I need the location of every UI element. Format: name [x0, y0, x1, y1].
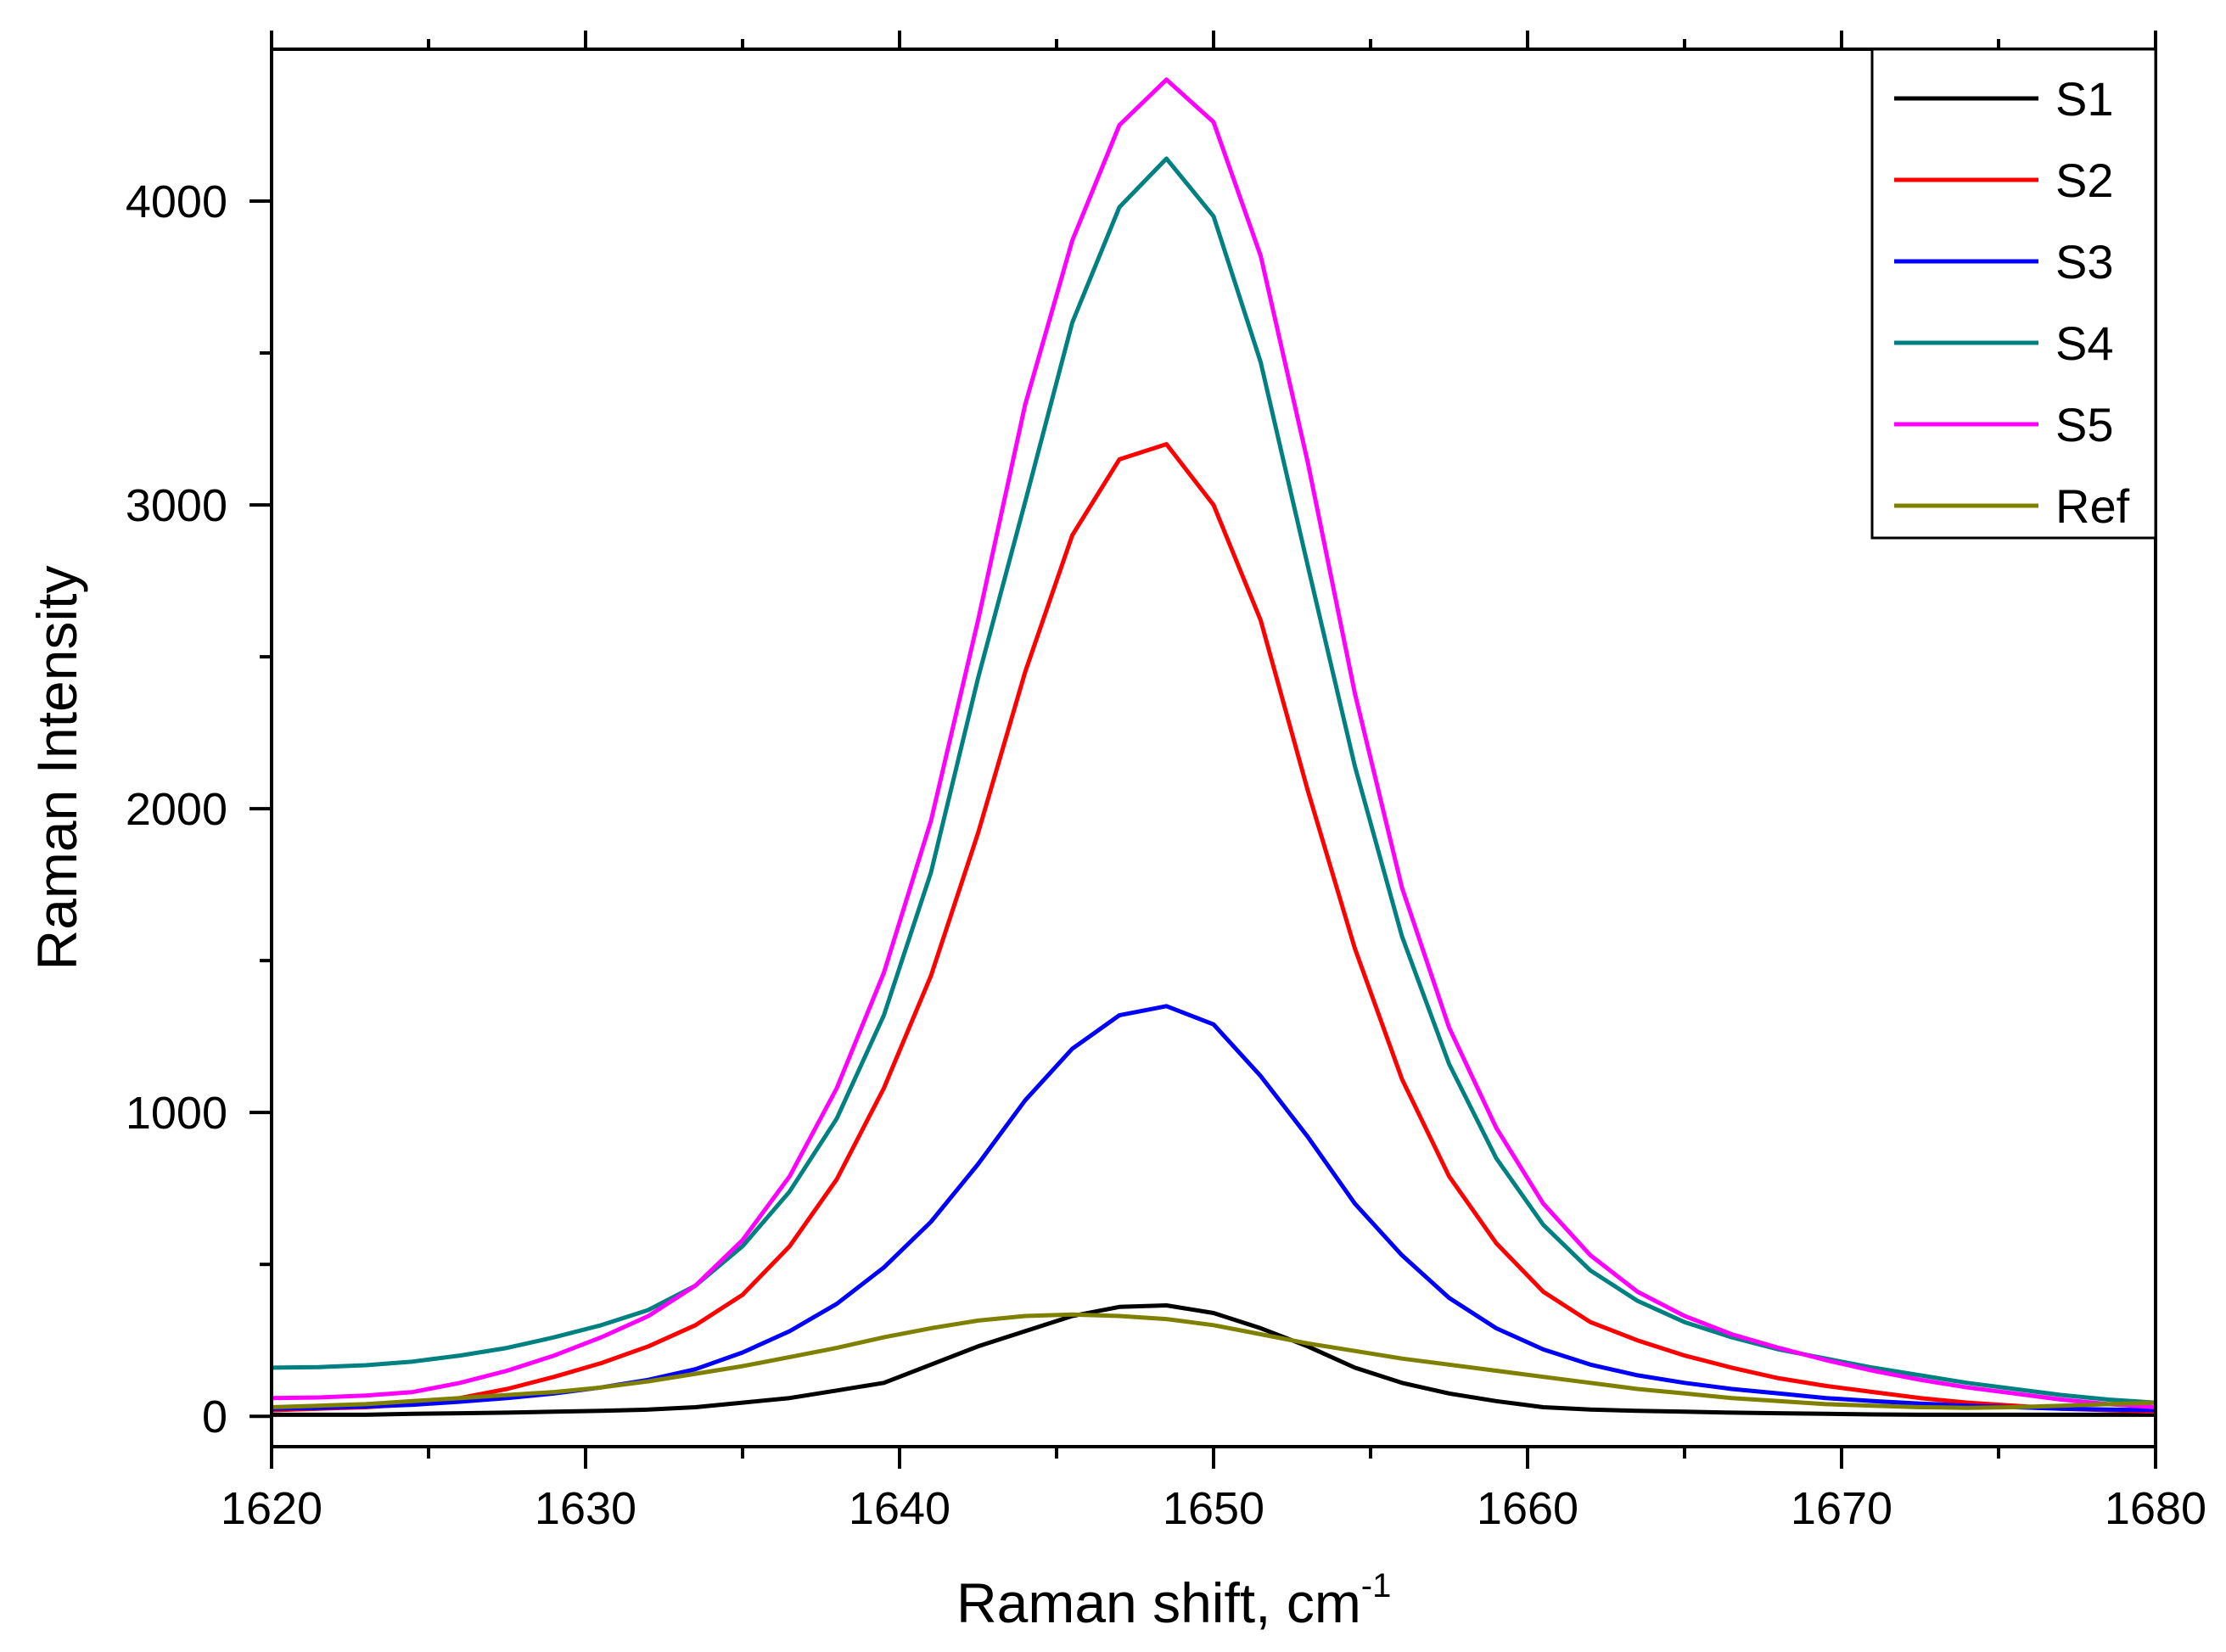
series-layer	[271, 77, 2156, 1417]
y-tick-label: 1000	[126, 1088, 227, 1139]
series-line-s1	[272, 1303, 2156, 1417]
legend-label-s3: S3	[2055, 235, 2114, 288]
x-axis-title: Raman shift, cm-1	[956, 1567, 1391, 1634]
x-tick-label: 1620	[221, 1483, 322, 1534]
x-tick-label: 1640	[849, 1483, 950, 1534]
legend-label-s1: S1	[2055, 72, 2114, 126]
legend-items: S1 S2 S3 S4 S5 Ref	[1894, 72, 2130, 533]
legend-label-ref: Ref	[2055, 479, 2130, 533]
x-tick-label: 1650	[1163, 1483, 1264, 1534]
x-tick-label: 1630	[535, 1483, 636, 1534]
series-line-s5	[271, 77, 2156, 1409]
y-tick-label: 3000	[126, 480, 227, 531]
legend-box	[1870, 48, 2157, 540]
ticks-layer: 1620 1630 1640 1650 1660 1670 1680 0 1000 2000 300…	[126, 31, 2206, 1534]
legend-label-s2: S2	[2055, 154, 2114, 207]
y-tick-label: 0	[202, 1392, 227, 1442]
legend-label-s5: S5	[2055, 398, 2114, 451]
series-line-ref	[271, 1312, 2156, 1410]
x-tick-label: 1660	[1477, 1483, 1578, 1534]
legend-label-s4: S4	[2055, 316, 2114, 370]
y-tick-label: 2000	[126, 784, 227, 835]
series-line-s3	[271, 1004, 2156, 1413]
x-axis-title-superscript: -1	[1361, 1567, 1392, 1604]
y-tick-label: 4000	[126, 176, 227, 227]
x-tick-label: 1680	[2105, 1483, 2206, 1534]
y-axis-title: Raman Intensity	[25, 566, 88, 971]
series-line-s2	[271, 442, 2156, 1414]
legend: S1 S2 S3 S4 S5 Ref	[1870, 48, 2157, 540]
x-tick-label: 1670	[1791, 1483, 1892, 1534]
